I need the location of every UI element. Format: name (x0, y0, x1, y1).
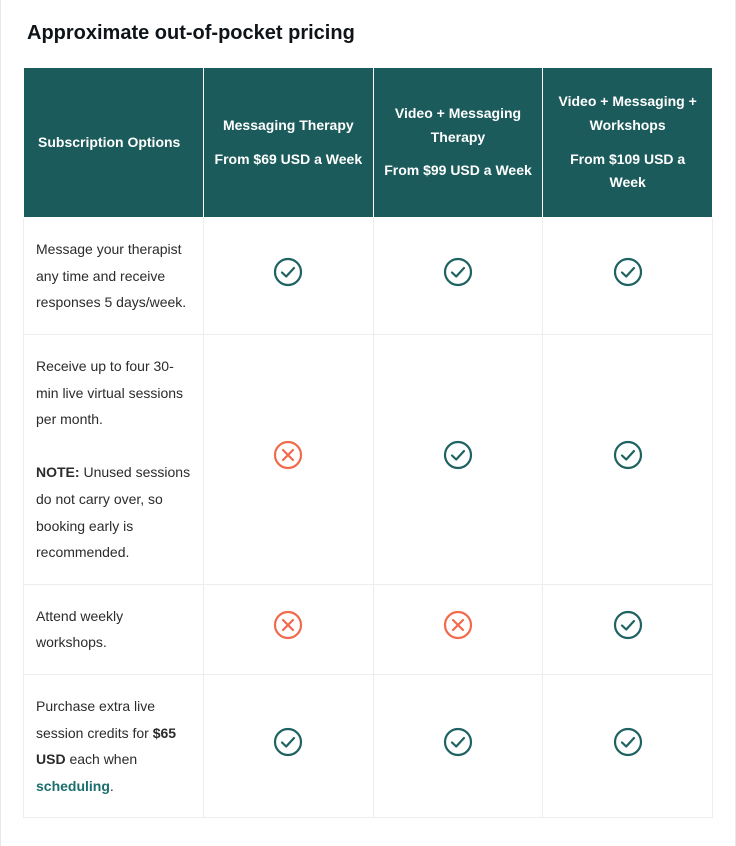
cross-icon (272, 609, 304, 641)
feature-value (204, 674, 374, 817)
feature-value (543, 334, 713, 584)
feature-value (204, 334, 374, 584)
plan-price: From $99 USD a Week (384, 159, 533, 183)
feature-value (373, 218, 543, 335)
plan-header-2: Video + Messaging + Workshops From $109 … (543, 68, 713, 218)
check-icon (612, 256, 644, 288)
plan-name: Video + Messaging + Workshops (553, 90, 702, 138)
feature-label: Attend weekly workshops. (24, 584, 204, 674)
feature-label: Receive up to four 30-min live virtual s… (24, 334, 204, 584)
plan-header-1: Video + Messaging Therapy From $99 USD a… (373, 68, 543, 218)
check-icon (442, 439, 474, 471)
feature-value (543, 218, 713, 335)
table-row: Purchase extra live session credits for … (24, 674, 713, 817)
table-row: Attend weekly workshops. (24, 584, 713, 674)
check-icon (272, 256, 304, 288)
plan-name: Video + Messaging Therapy (384, 102, 533, 150)
table-row: Message your therapist any time and rece… (24, 218, 713, 335)
feature-value (543, 674, 713, 817)
check-icon (442, 726, 474, 758)
check-icon (442, 256, 474, 288)
cross-icon (442, 609, 474, 641)
pricing-card: Approximate out-of-pocket pricing Subscr… (0, 0, 736, 846)
feature-value (204, 584, 374, 674)
pricing-table: Subscription Options Messaging Therapy F… (23, 67, 713, 818)
plan-name: Messaging Therapy (214, 114, 363, 138)
feature-label: Message your therapist any time and rece… (24, 218, 204, 335)
feature-value (373, 334, 543, 584)
plan-price: From $69 USD a Week (214, 148, 363, 172)
feature-label: Purchase extra live session credits for … (24, 674, 204, 817)
plan-header-0: Messaging Therapy From $69 USD a Week (204, 68, 374, 218)
row-header-cell: Subscription Options (24, 68, 204, 218)
feature-value (373, 674, 543, 817)
page-title: Approximate out-of-pocket pricing (27, 22, 713, 45)
plan-price: From $109 USD a Week (553, 148, 702, 196)
feature-value (373, 584, 543, 674)
check-icon (612, 439, 644, 471)
feature-value (543, 584, 713, 674)
table-row: Receive up to four 30-min live virtual s… (24, 334, 713, 584)
check-icon (612, 609, 644, 641)
table-body: Message your therapist any time and rece… (24, 218, 713, 818)
table-header-row: Subscription Options Messaging Therapy F… (24, 68, 713, 218)
feature-value (204, 218, 374, 335)
cross-icon (272, 439, 304, 471)
check-icon (272, 726, 304, 758)
check-icon (612, 726, 644, 758)
